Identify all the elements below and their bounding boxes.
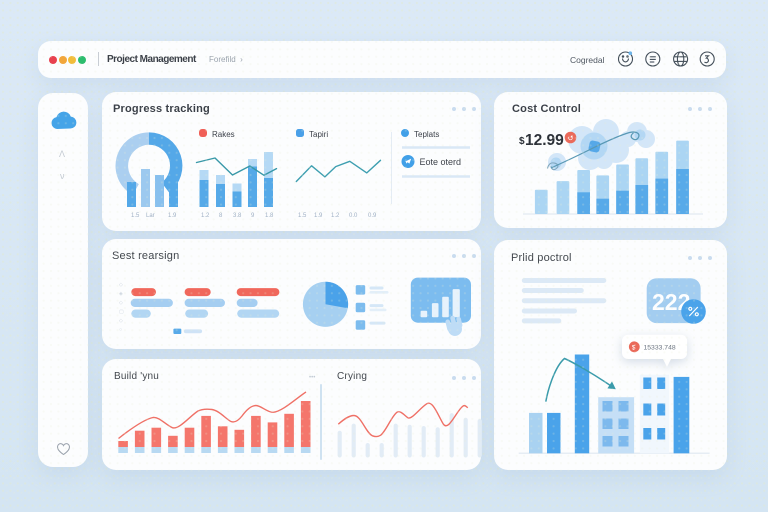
svg-text:Teplats: Teplats: [414, 130, 439, 139]
svg-text:◇: ◇: [119, 282, 123, 288]
svg-text:3.8: 3.8: [233, 213, 242, 219]
svg-text:1.5: 1.5: [298, 213, 307, 219]
svg-text:1.9: 1.9: [314, 213, 323, 219]
svg-text:◇: ◇: [119, 300, 123, 306]
svg-text:◈: ◈: [119, 291, 123, 297]
svg-text:1.5: 1.5: [131, 213, 140, 219]
svg-text:15333.748: 15333.748: [644, 344, 676, 351]
svg-text:0.9: 0.9: [368, 213, 377, 219]
svg-text:1.8: 1.8: [265, 213, 274, 219]
svg-text:Eote oterd: Eote oterd: [420, 157, 462, 167]
svg-text:↺: ↺: [568, 135, 574, 142]
svg-text:0.0: 0.0: [349, 213, 358, 219]
svg-text:$: $: [632, 344, 636, 351]
svg-text:1.2: 1.2: [201, 213, 210, 219]
svg-text:▢: ▢: [119, 309, 124, 315]
svg-text:8: 8: [219, 213, 223, 219]
svg-text:Lar: Lar: [146, 213, 155, 219]
svg-text:$: $: [519, 136, 525, 147]
svg-text:Tapiri: Tapiri: [309, 130, 328, 139]
svg-text:1.2: 1.2: [331, 213, 340, 219]
svg-text:○: ○: [119, 327, 122, 333]
svg-text:Rakes: Rakes: [212, 130, 235, 139]
svg-text:9: 9: [251, 213, 255, 219]
svg-text:12.99: 12.99: [525, 132, 564, 149]
svg-text:1.9: 1.9: [168, 213, 177, 219]
svg-text:◇: ◇: [119, 318, 123, 324]
